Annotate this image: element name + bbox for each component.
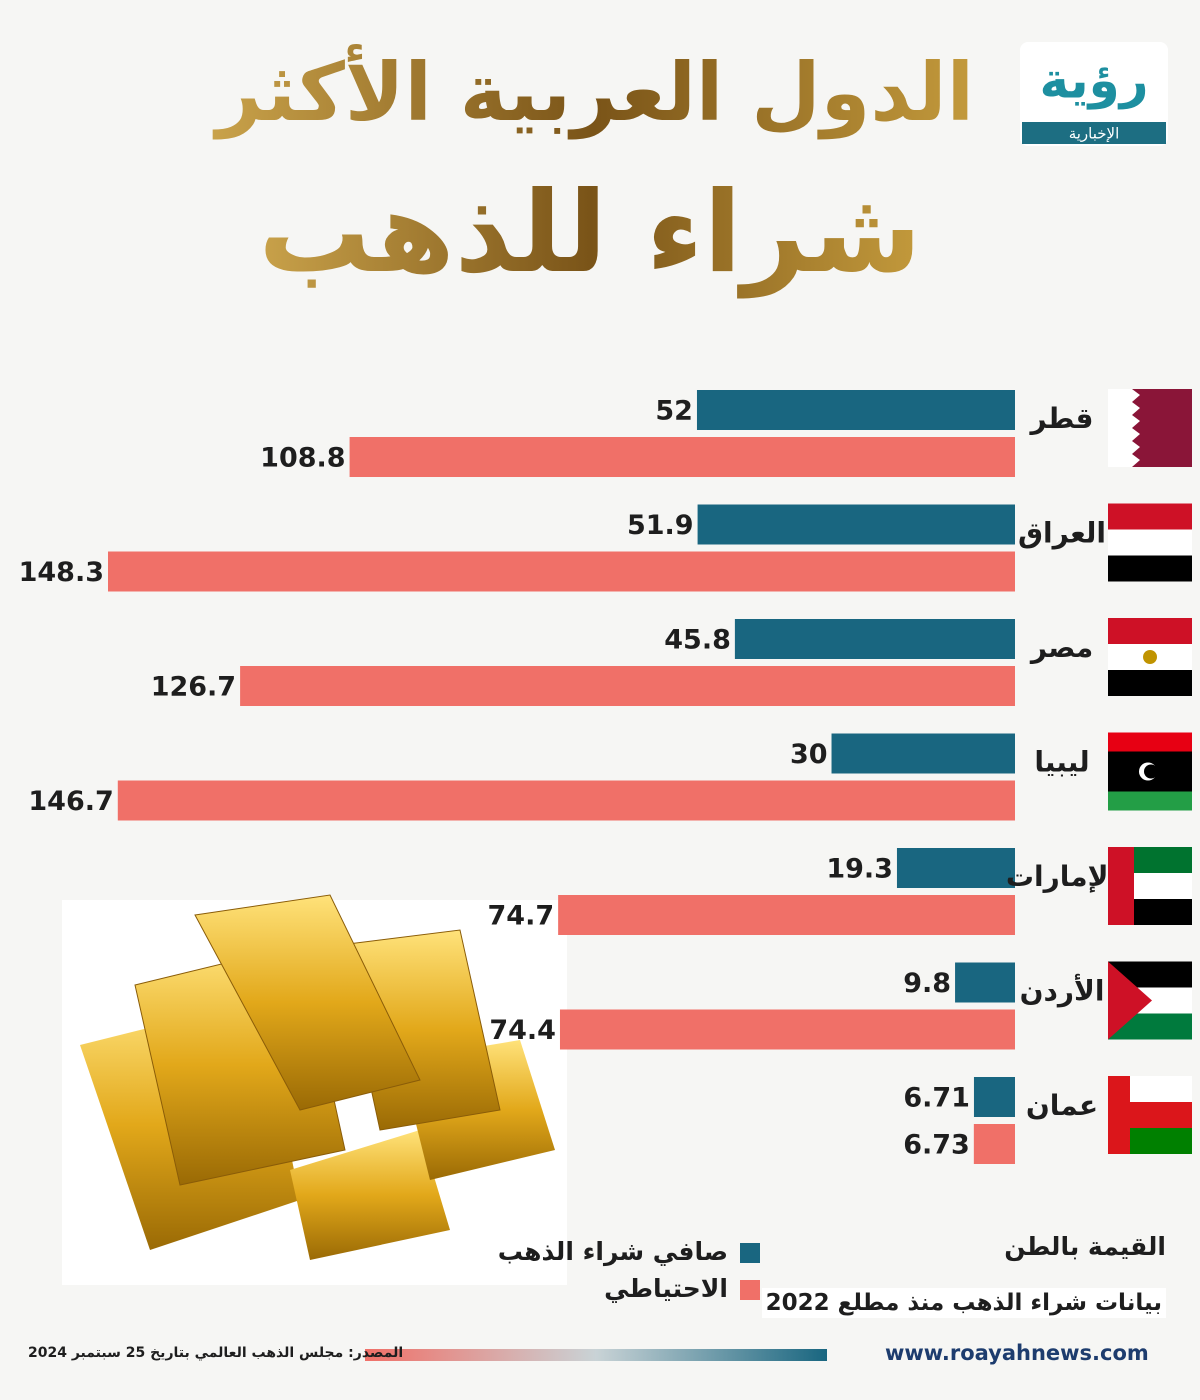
flag-part — [1108, 961, 1152, 1040]
bar — [973, 1077, 1015, 1117]
title-line: الدول العربية الأكثر — [212, 44, 974, 140]
flag-part — [1108, 555, 1192, 582]
flag-part — [1108, 529, 1192, 556]
value-label: 19.3 — [826, 854, 893, 885]
flag — [1108, 1076, 1192, 1154]
bar — [831, 733, 1015, 774]
value-label: 108.8 — [260, 443, 345, 474]
category-label: العراق — [1018, 517, 1106, 550]
data-note: بيانات شراء الذهب منذ مطلع 2022 — [761, 1288, 1166, 1318]
website: www.roayahnews.com — [885, 1341, 1149, 1365]
legend-swatch — [740, 1280, 760, 1300]
footer-rule — [365, 1349, 827, 1361]
flag-part — [1108, 389, 1140, 467]
logo-tagline: الإخبارية — [1069, 125, 1120, 143]
flag-part — [1108, 503, 1192, 530]
value-label: 51.9 — [627, 510, 694, 541]
value-label: 52 — [655, 396, 693, 427]
flag-part — [1130, 1076, 1192, 1102]
title-line: شراء للذهب — [258, 168, 921, 298]
flag-part — [1108, 791, 1192, 811]
flag-part — [1130, 1128, 1192, 1154]
bar — [240, 666, 1015, 706]
logo-band — [1022, 122, 1166, 144]
category-label: الأردن — [1020, 974, 1105, 1008]
unit-note: القيمة بالطن — [1004, 1232, 1166, 1261]
legend-swatch — [740, 1243, 760, 1263]
flag-part — [1108, 618, 1192, 644]
gold-bar — [290, 1130, 450, 1260]
flag — [1108, 618, 1192, 696]
value-label: 146.7 — [28, 786, 113, 817]
bar — [117, 780, 1015, 821]
bar — [108, 551, 1015, 592]
category-label: قطر — [1028, 402, 1093, 435]
source-note: المصدر: مجلس الذهب العالمي بتاريخ 25 سبت… — [28, 1345, 404, 1361]
logo: رؤية الإخبارية — [1020, 42, 1168, 146]
legend-label: صافي شراء الذهب — [498, 1237, 728, 1267]
flag — [1108, 503, 1192, 582]
value-label: 6.71 — [903, 1083, 970, 1114]
flag — [1108, 961, 1192, 1040]
category-label: الإمارات — [1006, 860, 1118, 893]
category-label: عمان — [1026, 1089, 1098, 1122]
flag-part — [1108, 670, 1192, 696]
value-label: 74.7 — [488, 901, 555, 932]
flag-part — [1144, 764, 1158, 779]
bar — [955, 962, 1015, 1003]
logo-name: رؤية — [1040, 52, 1149, 111]
flag — [1108, 847, 1192, 925]
value-label: 148.3 — [19, 557, 104, 588]
legend-label: الاحتياطي — [604, 1274, 728, 1303]
flag-part — [1108, 732, 1192, 752]
value-label: 30 — [790, 739, 828, 770]
value-label: 126.7 — [151, 672, 236, 703]
flag — [1108, 389, 1192, 467]
bar — [734, 619, 1015, 659]
value-label: 74.4 — [489, 1015, 556, 1046]
bar — [973, 1124, 1015, 1164]
value-label: 9.8 — [903, 968, 951, 999]
flag-part — [1108, 847, 1134, 925]
bar — [697, 504, 1015, 545]
gold-bars-illustration — [62, 894, 567, 1285]
gold-bar — [194, 894, 421, 1111]
category-label: مصر — [1029, 631, 1093, 664]
value-label: 45.8 — [664, 625, 731, 656]
flag — [1108, 732, 1192, 811]
bar — [559, 1009, 1015, 1050]
bar — [696, 390, 1015, 430]
flag-part — [1143, 650, 1157, 664]
logo-box — [1020, 42, 1168, 146]
bar — [558, 895, 1015, 935]
bar — [896, 848, 1015, 888]
category-label: ليبيا — [1034, 746, 1089, 779]
bar — [349, 437, 1015, 477]
value-label: 6.73 — [903, 1130, 970, 1161]
